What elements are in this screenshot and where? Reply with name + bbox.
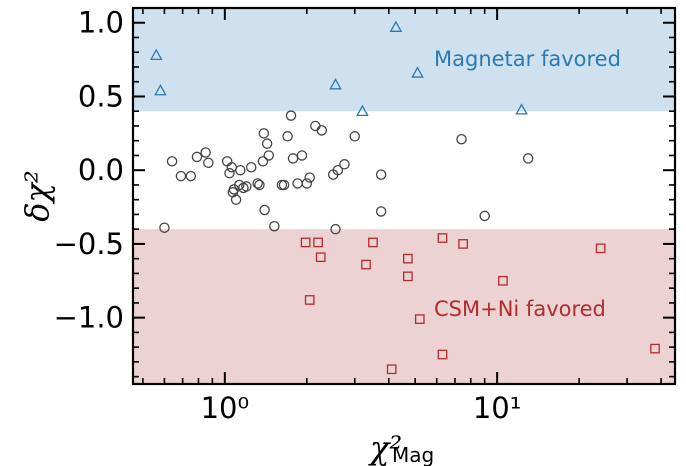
y-tick-label: 0.5 xyxy=(78,79,124,113)
triangle-point xyxy=(411,66,424,78)
circle-point xyxy=(263,150,275,161)
square-point xyxy=(498,275,508,286)
triangle-point xyxy=(515,103,528,115)
magnetar-favored-label: Magnetar favored xyxy=(434,47,621,71)
circle-point xyxy=(269,220,280,232)
circle-point xyxy=(224,167,235,179)
circle-point xyxy=(230,194,242,205)
triangle-point xyxy=(389,20,403,32)
x-axis-label-subscript: Mag xyxy=(392,443,434,466)
y-tick-label: −1.0 xyxy=(54,301,124,335)
circle-point xyxy=(278,179,290,191)
circle-point xyxy=(375,206,387,217)
circle-point xyxy=(522,153,534,164)
circle-point xyxy=(191,151,203,163)
square-point xyxy=(304,295,315,305)
y-tick-label: −0.5 xyxy=(54,227,124,261)
circle-point xyxy=(235,164,246,176)
circle-point xyxy=(258,128,270,139)
square-point xyxy=(368,237,378,248)
y-tick-label: 1.0 xyxy=(78,6,124,40)
circle-point xyxy=(221,156,233,167)
circle-point xyxy=(226,161,237,173)
square-point xyxy=(650,343,660,354)
circle-point xyxy=(203,157,214,169)
circle-point xyxy=(175,170,187,182)
square-point xyxy=(361,259,371,270)
plot-frame xyxy=(131,6,677,386)
circle-point xyxy=(287,153,299,164)
x-tick-label: 10¹ xyxy=(473,391,522,425)
y-tick-label: 0.0 xyxy=(78,153,124,187)
circle-point xyxy=(292,178,303,189)
triangle-point xyxy=(149,48,163,60)
circle-point xyxy=(241,181,252,192)
circle-point xyxy=(252,178,263,189)
y-axis-label: δχ² xyxy=(18,170,56,221)
circle-point xyxy=(479,210,490,222)
circle-point xyxy=(332,164,344,176)
circle-point xyxy=(456,133,467,145)
circle-point xyxy=(166,156,178,167)
circle-point xyxy=(282,131,293,142)
circle-point xyxy=(375,169,387,180)
circle-point xyxy=(261,138,273,149)
circle-point xyxy=(349,131,361,142)
circle-point xyxy=(330,223,341,235)
circle-point xyxy=(316,125,328,136)
square-point xyxy=(437,233,448,243)
circle-point xyxy=(245,161,257,173)
magnetar-favored-region xyxy=(133,8,675,112)
circle-point xyxy=(159,222,170,233)
square-point xyxy=(437,349,448,360)
x-axis-label: χ² xyxy=(368,429,402,466)
square-point xyxy=(402,253,413,264)
circle-point xyxy=(285,110,297,121)
circle-point xyxy=(185,170,197,182)
triangle-point xyxy=(356,104,369,117)
circle-point xyxy=(301,178,313,189)
square-point xyxy=(386,364,397,375)
square-point xyxy=(458,239,468,249)
x-tick-label: 10⁰ xyxy=(201,391,250,425)
circle-point xyxy=(304,172,315,183)
square-point xyxy=(595,243,606,254)
square-point xyxy=(315,252,326,263)
circle-point xyxy=(296,150,308,161)
csm-ni-favored-label: CSM+Ni favored xyxy=(434,297,606,321)
square-point xyxy=(402,271,413,282)
circle-point xyxy=(310,120,321,132)
circle-point xyxy=(254,179,265,191)
circle-point xyxy=(339,159,350,170)
square-point xyxy=(313,237,323,248)
circle-point xyxy=(200,147,211,158)
triangle-point xyxy=(154,84,167,96)
square-point xyxy=(414,314,425,324)
circle-point xyxy=(259,204,270,216)
circle-point xyxy=(257,156,269,167)
data-markers xyxy=(149,20,660,375)
triangle-point xyxy=(329,78,342,90)
square-point xyxy=(300,237,311,248)
circle-point xyxy=(276,179,288,191)
